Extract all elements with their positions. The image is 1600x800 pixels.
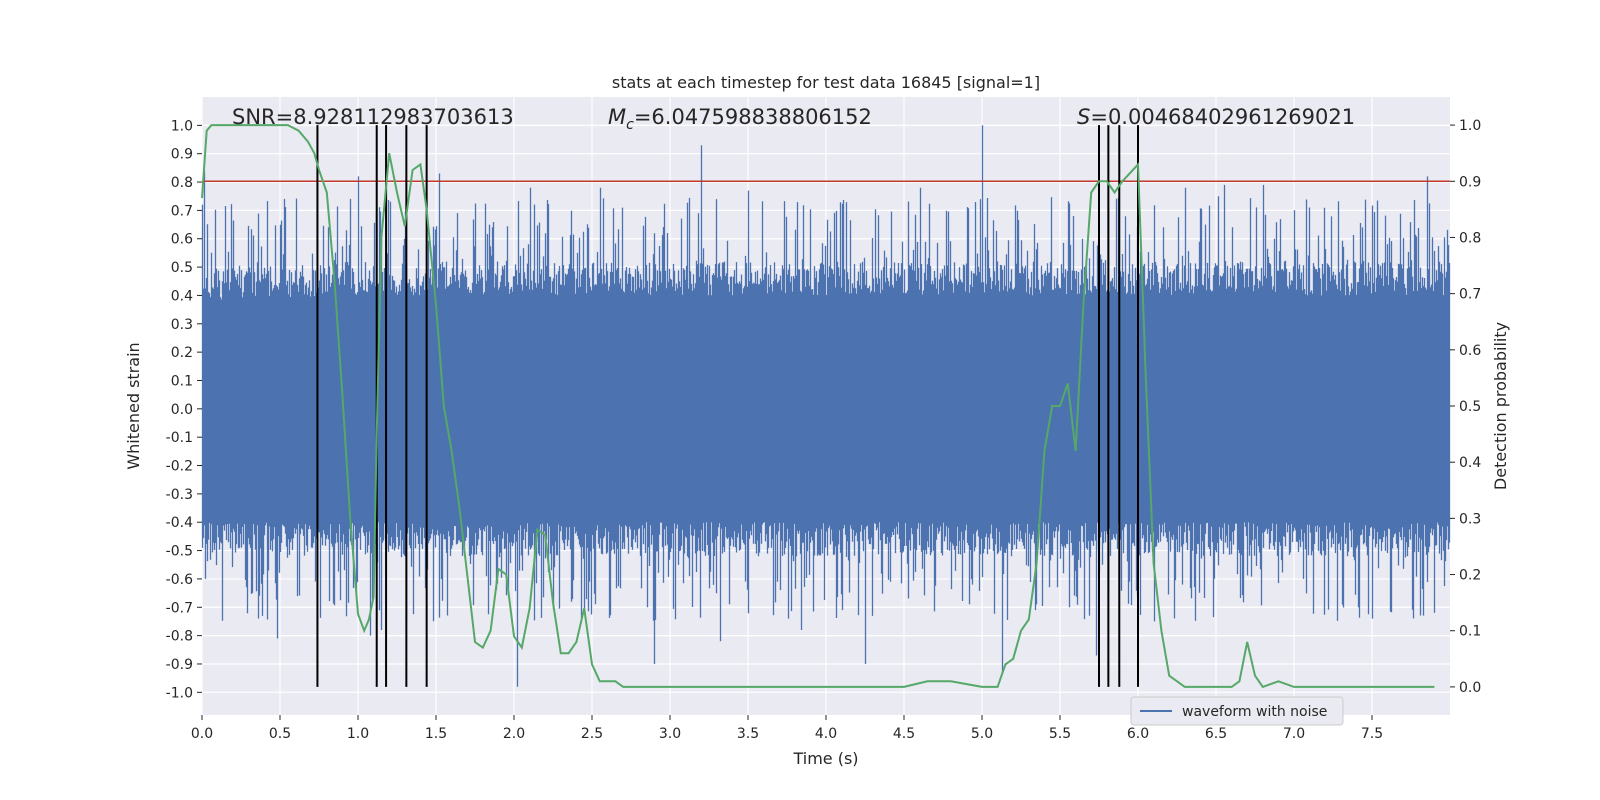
y-tick-label: 0.6 bbox=[171, 232, 193, 248]
chirp-mass-subscript: c bbox=[626, 117, 634, 133]
chirp-mass-annotation: Mc=6.047598838806152 bbox=[608, 105, 872, 133]
right-tick-label: 0.1 bbox=[1459, 624, 1481, 640]
y-tick-label: 1.0 bbox=[171, 118, 193, 134]
right-tick-label: 0.2 bbox=[1459, 568, 1481, 584]
y-tick-label: -0.5 bbox=[166, 544, 193, 560]
snr-annotation: SNR=8.928112983703613 bbox=[232, 105, 514, 129]
x-tick-label: 4.5 bbox=[893, 726, 915, 742]
y-axis-ticks: 1.0 0.9 0.8 0.7 0.6 0.5 0.4 0.3 0.2 0.1 0.0 -0.1 -0.… bbox=[166, 118, 202, 701]
y-tick-label: -0.4 bbox=[166, 515, 193, 531]
x-tick-label: 3.0 bbox=[659, 726, 681, 742]
right-tick-label: 1.0 bbox=[1459, 118, 1481, 134]
chirp-mass-value: =6.047598838806152 bbox=[634, 105, 872, 129]
right-tick-label: 0.5 bbox=[1459, 399, 1481, 415]
y-tick-label: -1.0 bbox=[166, 685, 193, 701]
x-tick-label: 0.5 bbox=[269, 726, 291, 742]
right-tick-label: 0.6 bbox=[1459, 343, 1481, 359]
y-tick-label: 0.8 bbox=[171, 175, 193, 191]
x-tick-label: 3.5 bbox=[737, 726, 759, 742]
right-tick-label: 0.7 bbox=[1459, 287, 1481, 303]
waveform-series bbox=[201, 125, 1451, 687]
s-value: =0.00468402961269021 bbox=[1090, 105, 1355, 129]
x-tick-label: 1.0 bbox=[347, 726, 369, 742]
detection-probability-line bbox=[201, 124, 1435, 689]
right-tick-label: 0.4 bbox=[1459, 455, 1481, 471]
y-tick-label: 0.0 bbox=[171, 402, 193, 418]
right-tick-label: 0.8 bbox=[1459, 230, 1481, 246]
x-tick-label: 6.0 bbox=[1127, 726, 1149, 742]
right-axis-label: Detection probability bbox=[1491, 322, 1510, 490]
detection-markers bbox=[316, 125, 1139, 687]
x-tick-label: 2.0 bbox=[503, 726, 525, 742]
y-tick-label: -0.9 bbox=[166, 657, 193, 673]
right-tick-label: 0.0 bbox=[1459, 680, 1481, 696]
y-tick-label: 0.1 bbox=[171, 373, 193, 389]
y-tick-label: -0.6 bbox=[166, 572, 193, 588]
y-tick-label: -0.3 bbox=[166, 487, 193, 503]
y-tick-label: 0.5 bbox=[171, 260, 193, 276]
y-axis-label: Whitened strain bbox=[124, 342, 143, 469]
right-tick-label: 0.9 bbox=[1459, 174, 1481, 190]
y-tick-label: 0.4 bbox=[171, 288, 193, 304]
y-tick-label: 0.2 bbox=[171, 345, 193, 361]
s-symbol: S bbox=[1077, 105, 1090, 129]
x-tick-label: 6.5 bbox=[1205, 726, 1227, 742]
x-tick-label: 5.5 bbox=[1049, 726, 1071, 742]
x-tick-label: 7.5 bbox=[1361, 726, 1383, 742]
x-tick-label: 5.0 bbox=[971, 726, 993, 742]
legend: waveform with noise bbox=[1130, 696, 1344, 726]
legend-box bbox=[1130, 696, 1344, 726]
x-axis-ticks: 0.0 0.5 1.0 1.5 2.0 2.5 3.0 3.5 4.0 4.5 5.0 5.5 6.0 6… bbox=[191, 715, 1383, 742]
y-tick-label: -0.7 bbox=[166, 600, 193, 616]
y-tick-label: -0.8 bbox=[166, 629, 193, 645]
chart-title: stats at each timestep for test data 168… bbox=[612, 73, 1040, 92]
x-tick-label: 7.0 bbox=[1283, 726, 1305, 742]
x-axis-label: Time (s) bbox=[792, 749, 858, 768]
waveform-trace bbox=[201, 125, 1451, 687]
y-tick-label: 0.3 bbox=[171, 317, 193, 333]
y-tick-label: 0.7 bbox=[171, 203, 193, 219]
x-tick-label: 2.5 bbox=[581, 726, 603, 742]
x-tick-label: 4.0 bbox=[815, 726, 837, 742]
y-tick-label: -0.1 bbox=[166, 430, 193, 446]
x-tick-label: 0.0 bbox=[191, 726, 213, 742]
y-tick-label: -0.2 bbox=[166, 459, 193, 475]
x-tick-label: 1.5 bbox=[425, 726, 447, 742]
s-annotation: S=0.00468402961269021 bbox=[1077, 105, 1355, 129]
y-tick-label: 0.9 bbox=[171, 147, 193, 163]
right-axis-ticks: 1.0 0.9 0.8 0.7 0.6 0.5 0.4 0.3 0.2 0.1 0.0 bbox=[1450, 118, 1481, 696]
right-tick-label: 0.3 bbox=[1459, 511, 1481, 527]
chirp-mass-symbol: M bbox=[608, 105, 626, 129]
legend-label: waveform with noise bbox=[1182, 704, 1327, 720]
